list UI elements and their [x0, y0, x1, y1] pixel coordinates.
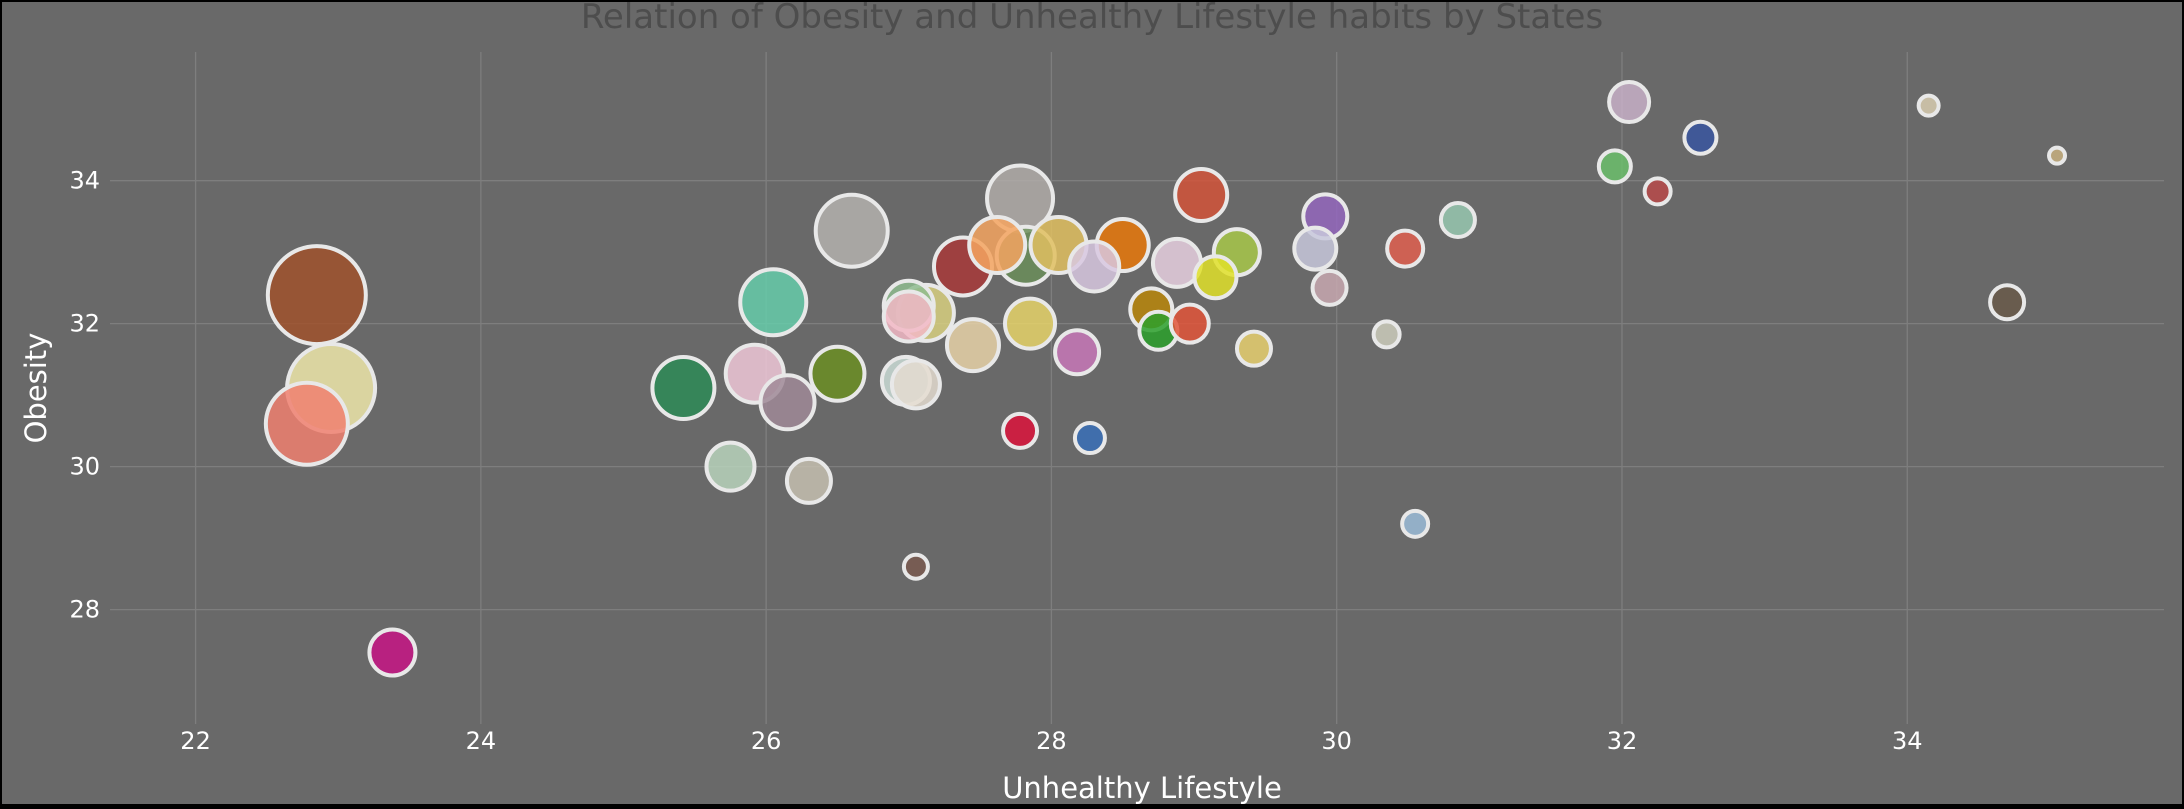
- x-axis-title: Unhealthy Lifestyle: [1002, 771, 1282, 804]
- bubble-point[interactable]: [881, 289, 936, 344]
- bubble-point[interactable]: [1310, 268, 1349, 307]
- bubble-point[interactable]: [704, 440, 757, 493]
- bubble-point[interactable]: [265, 244, 368, 347]
- bubbles: [263, 80, 2068, 678]
- bubble-point[interactable]: [1192, 254, 1239, 301]
- y-tick-label: 28: [69, 596, 100, 624]
- bubble-point[interactable]: [1642, 176, 1673, 207]
- bubble-point[interactable]: [1053, 328, 1102, 377]
- x-tick-label: 24: [466, 727, 497, 755]
- bubble-point[interactable]: [1001, 411, 1040, 450]
- bubble-point[interactable]: [1173, 166, 1230, 223]
- bubble-point[interactable]: [1003, 296, 1058, 351]
- y-tick-label: 34: [69, 167, 100, 195]
- bubble-point[interactable]: [1168, 302, 1211, 345]
- bubble-point[interactable]: [1371, 319, 1402, 350]
- bubble-point[interactable]: [1234, 329, 1273, 368]
- bubble-point[interactable]: [1438, 201, 1477, 239]
- bubble-point[interactable]: [967, 215, 1028, 276]
- bubble-point[interactable]: [1682, 119, 1719, 156]
- bubble-point[interactable]: [1988, 283, 2027, 322]
- bubble-point[interactable]: [1067, 239, 1122, 294]
- x-tick-label: 32: [1607, 727, 1638, 755]
- bubble-point[interactable]: [650, 355, 717, 421]
- bubble-point[interactable]: [738, 267, 809, 338]
- bubble-point[interactable]: [758, 373, 817, 432]
- bubble-point[interactable]: [808, 344, 867, 403]
- bubble-point[interactable]: [813, 192, 890, 269]
- bubble-point[interactable]: [367, 627, 418, 678]
- bubble-point[interactable]: [1607, 80, 1652, 125]
- y-tick-label: 32: [69, 310, 100, 338]
- bubble-point[interactable]: [901, 552, 930, 581]
- bubble-point[interactable]: [784, 456, 833, 505]
- y-tick-label: 30: [69, 453, 100, 481]
- x-tick-label: 28: [1036, 727, 1067, 755]
- bubble-point[interactable]: [1916, 93, 1941, 118]
- bubble-point[interactable]: [1292, 225, 1339, 272]
- bubble-point[interactable]: [1072, 421, 1107, 456]
- bubble-point[interactable]: [944, 317, 1001, 374]
- bubble-point[interactable]: [1385, 228, 1426, 269]
- bubble-point[interactable]: [889, 358, 942, 411]
- bubble-point[interactable]: [263, 380, 350, 467]
- chart-title: Relation of Obesity and Unhealthy Lifest…: [581, 0, 1603, 37]
- y-axis-title: Obesity: [19, 333, 53, 444]
- tick-labels: 22 24 26 28 30 32 34 28 30 32 34: [69, 167, 1922, 755]
- x-tick-label: 34: [1892, 727, 1923, 755]
- bubble-point[interactable]: [1596, 148, 1633, 185]
- x-tick-label: 26: [751, 727, 782, 755]
- x-tick-label: 22: [180, 727, 211, 755]
- bubble-point[interactable]: [2047, 145, 2068, 166]
- bubble-point[interactable]: [1400, 508, 1431, 539]
- x-tick-label: 30: [1321, 727, 1352, 755]
